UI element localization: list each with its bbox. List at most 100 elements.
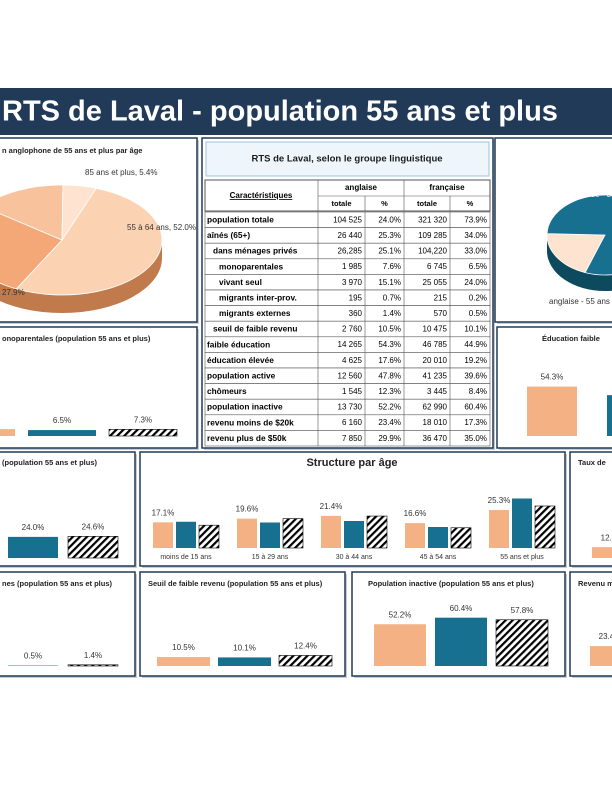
table-row-label: chômeurs xyxy=(207,386,247,396)
pie-label: 27.9% xyxy=(2,288,25,297)
table-cell: 20 010 xyxy=(423,356,448,365)
table-cell: 360 xyxy=(349,309,363,318)
table-row-label: population active xyxy=(207,370,276,380)
panel xyxy=(569,451,612,567)
table-cell: 44.9% xyxy=(464,340,487,349)
bar xyxy=(67,536,119,559)
table-cell: 7 850 xyxy=(342,434,363,443)
table-cell: 4 625 xyxy=(342,356,363,365)
chart-title: onoparentales (population 55 ans et plus… xyxy=(2,334,151,343)
value-label: 10.5% xyxy=(172,643,195,652)
bar xyxy=(108,429,178,437)
value-label: 60.4% xyxy=(450,604,473,613)
chart-title: (population 55 ans et plus) xyxy=(2,458,98,467)
table-cell: 33.0% xyxy=(464,247,487,256)
table-subheader: % xyxy=(381,199,388,208)
pie-slice xyxy=(546,194,612,276)
value-label: 24.6% xyxy=(82,522,105,531)
chart-title: Population inactive (population 55 ans e… xyxy=(368,579,534,588)
panel xyxy=(0,571,136,677)
table-cell: 17.6% xyxy=(378,356,401,365)
bar xyxy=(157,657,210,666)
panel xyxy=(0,326,198,449)
table-cell: 12.3% xyxy=(378,387,401,396)
bar xyxy=(28,430,96,436)
chart-title: Structure par âge xyxy=(306,457,397,469)
value-label: 19.6% xyxy=(236,505,259,514)
bar xyxy=(260,522,280,548)
table-row-label: revenu plus de $50k xyxy=(207,433,287,443)
bar xyxy=(278,655,333,667)
x-tick-label: moins de 15 ans xyxy=(160,554,212,561)
table-row-label: faible éducation xyxy=(207,339,270,349)
table-subheader: totale xyxy=(331,199,351,208)
table-row-label: migrants inter-prov. xyxy=(219,292,297,302)
table-cell: 26,285 xyxy=(338,247,363,256)
table-cell: 195 xyxy=(349,293,363,302)
value-label: 52.2% xyxy=(389,610,412,619)
table-cell: 29.9% xyxy=(378,434,401,443)
value-label: 12.3% xyxy=(601,533,612,542)
chart-title: n anglophone de 55 ans et plus par âge xyxy=(2,146,142,155)
table-cell: 570 xyxy=(434,309,448,318)
table-row-label: revenu moins de $20k xyxy=(207,417,294,427)
value-label: 24.0% xyxy=(22,523,45,532)
table-cell: 52.2% xyxy=(378,403,401,412)
table-cell: 1 985 xyxy=(342,262,363,271)
table-header: Caractéristiques xyxy=(230,191,293,200)
bar xyxy=(282,518,304,549)
bar xyxy=(153,522,173,548)
table-row-label: monoparentales xyxy=(219,261,283,271)
value-label: 6.5% xyxy=(53,416,71,425)
table-cell: 215 xyxy=(434,293,448,302)
chart-title: nes (population 55 ans et plus) xyxy=(2,579,113,588)
bar xyxy=(435,617,487,666)
table-cell: 321 320 xyxy=(418,215,447,224)
table-cell: 6.5% xyxy=(469,262,487,271)
value-label: 0.5% xyxy=(24,652,42,661)
bar xyxy=(489,510,509,548)
table-cell: 1.4% xyxy=(383,309,401,318)
pie-slice xyxy=(61,184,97,242)
table-row-label: vivant seul xyxy=(219,277,262,287)
bar xyxy=(67,664,119,667)
bar xyxy=(405,523,425,548)
value-label: 1.4% xyxy=(84,651,102,660)
table-row-label: seuil de faible revenu xyxy=(213,324,297,334)
bar xyxy=(176,521,196,548)
bar xyxy=(366,515,388,549)
table-cell: 23.4% xyxy=(378,418,401,427)
value-label: 10.1% xyxy=(233,644,256,653)
pie-label: française - 55 ans et plus, 20 xyxy=(567,190,612,199)
pie-slice xyxy=(0,184,64,241)
chart-title: Taux de xyxy=(578,458,606,467)
table-cell: 19.2% xyxy=(464,356,487,365)
table-cell: 73.9% xyxy=(464,215,487,224)
pie-label: anglaise - 55 ans et plus, 2021, 19 xyxy=(549,297,612,306)
x-tick-label: 45 à 54 ans xyxy=(420,554,457,561)
bar xyxy=(321,515,341,548)
value-label: 17.1% xyxy=(152,508,175,517)
x-tick-label: 15 à 29 ans xyxy=(252,554,289,561)
table-cell: 6 160 xyxy=(342,418,363,427)
pie-label: 55 à 64 ans, 52.0% xyxy=(127,223,196,232)
table-row-label: éducation élevée xyxy=(207,355,274,365)
bar xyxy=(0,429,15,436)
table-cell: 3 445 xyxy=(427,387,448,396)
bar xyxy=(8,536,58,558)
table-subheader: totale xyxy=(417,199,437,208)
panel xyxy=(139,451,566,567)
table-cell: 104 525 xyxy=(333,215,362,224)
bar xyxy=(428,527,448,548)
table-cell: 7.6% xyxy=(383,262,401,271)
bar xyxy=(218,657,271,666)
bar xyxy=(198,524,220,549)
x-tick-label: 30 à 44 ans xyxy=(336,554,373,561)
table-cell: 25.1% xyxy=(378,247,401,256)
value-label: 54.3% xyxy=(541,373,564,382)
table-row-label: migrants externes xyxy=(219,308,291,318)
table-subheader: % xyxy=(467,199,474,208)
table-cell: 14 265 xyxy=(338,340,363,349)
